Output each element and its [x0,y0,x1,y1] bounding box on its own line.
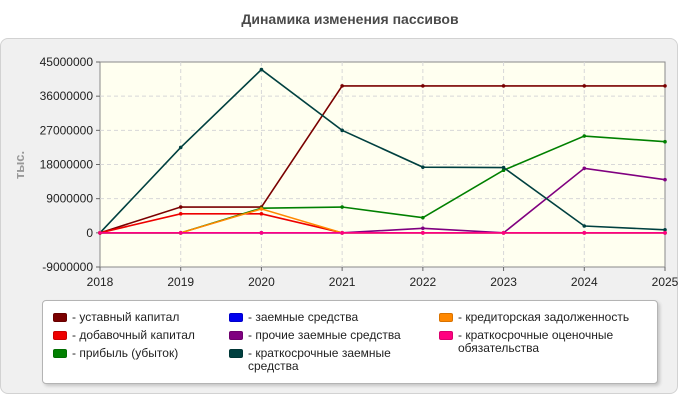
data-point [421,231,425,235]
y-tick-label: 36000000 [40,89,94,103]
legend-swatch [53,313,67,322]
series-line [99,85,665,234]
legend-item: - заемные средства [229,311,429,324]
data-point [259,67,264,72]
x-tick-label: 2018 [87,275,114,289]
data-point [582,231,587,235]
data-point [421,226,425,231]
data-point [663,231,667,235]
legend-swatch [439,331,453,340]
data-point [259,207,264,211]
data-point [178,205,183,209]
data-point [582,224,587,228]
y-tick-label: 9000000 [46,192,93,206]
data-point [582,134,587,138]
legend-label: - прибыль (убыток) [72,346,179,360]
legend-label: - прочие заемные средства [248,328,401,342]
legend-swatch [229,331,243,340]
data-point [340,231,344,235]
y-axis-label: тыс. [12,151,27,179]
y-tick-label: 18000000 [40,158,94,172]
data-point [421,84,425,88]
data-point [501,231,506,235]
data-point [582,84,587,88]
legend-label: - кредиторская задолженность [458,310,630,324]
data-point [340,205,344,209]
chart-title: Динамика изменения пассивов [241,11,459,27]
legend-label: - краткосрочные оценочные обязательства [458,328,614,355]
x-tick-label: 2020 [248,275,275,289]
data-point [421,165,425,169]
data-point [340,128,344,133]
data-point [663,139,667,144]
data-point [421,215,425,220]
data-point [663,227,667,232]
series-line [99,68,666,234]
legend-swatch [53,349,67,358]
data-point [501,84,506,88]
legend-swatch [439,313,453,322]
legend-item: - краткосрочные заемные средства [229,347,429,373]
data-point [340,84,344,88]
legend-label: - заемные средства [248,310,359,324]
data-point [501,168,506,172]
x-tick-label: 2025 [652,275,679,289]
legend: - уставный капитал - добавочный капитал - … [42,300,658,384]
data-point [501,165,506,170]
legend-item: - прибыль (убыток) [53,347,223,360]
x-tick-label: 2021 [329,275,356,289]
legend-item: - прочие заемные средства [229,329,429,342]
y-tick-label: 0 [86,226,93,240]
data-point [178,212,183,216]
legend-swatch [229,349,243,358]
data-point [582,166,587,171]
y-tick-label: 27000000 [40,123,94,137]
y-tick-label: 45000000 [40,55,94,69]
x-tick-label: 2024 [571,275,598,289]
data-point [663,177,667,182]
legend-item: - уставный капитал [53,311,223,324]
data-point [178,231,183,235]
data-point [178,145,183,150]
legend-label: - уставный капитал [72,310,180,324]
legend-item: - краткосрочные оценочные обязательства [439,329,654,355]
legend-swatch [229,313,243,322]
data-point [259,231,264,235]
legend-swatch [53,331,67,340]
data-point [663,84,667,88]
y-tick-label: -9000000 [42,260,93,274]
data-point [259,212,264,216]
legend-item: - добавочный капитал [53,329,223,342]
x-tick-label: 2019 [167,275,194,289]
legend-label: - добавочный капитал [72,328,195,342]
x-tick-label: 2022 [410,275,437,289]
legend-label: - краткосрочные заемные средства [248,346,391,373]
legend-item: - кредиторская задолженность [439,311,654,324]
x-tick-label: 2023 [490,275,517,289]
data-point [98,231,102,235]
